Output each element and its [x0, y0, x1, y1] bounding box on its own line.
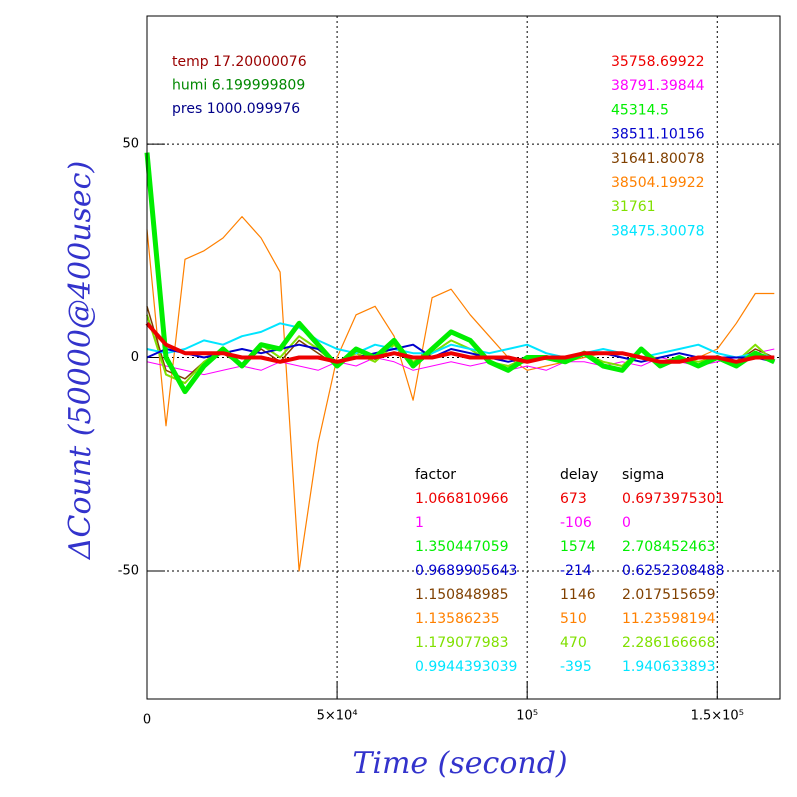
env-text: temp 17.20000076	[172, 54, 307, 70]
legend-entry: 31761	[611, 199, 656, 215]
series-line	[146, 322, 775, 359]
legend-entry: 45314.5	[611, 102, 669, 118]
table-cell: 2.708452463	[622, 539, 716, 555]
table-cell: 0.9689905643	[415, 563, 517, 579]
y-axis-label: ΔCount (50000@400usec)	[63, 161, 98, 560]
legend-entry: 38504.19922	[611, 175, 705, 191]
table-cell: 0.9944393039	[415, 659, 517, 675]
table-cell: 11.23598194	[622, 611, 716, 627]
legend-entry: 38511.10156	[611, 127, 705, 143]
table-cell: 1.179077983	[415, 635, 509, 651]
table-cell: 1.13586235	[415, 611, 500, 627]
legend-entry: 38791.39844	[611, 78, 705, 94]
y-tick-label: -50	[118, 563, 139, 578]
table-cell: 470	[560, 635, 587, 651]
x-axis-label: Time (second)	[352, 746, 567, 781]
table-cell: 1.066810966	[415, 491, 509, 507]
y-tick-label: 50	[122, 137, 139, 152]
table-cell: 1.350447059	[415, 539, 509, 555]
legend-entry: 31641.80078	[611, 151, 705, 167]
x-tick-label: 10⁵	[516, 709, 538, 724]
table-cell: -395	[560, 659, 592, 675]
table-cell: 1146	[560, 587, 596, 603]
table-cell: 0	[622, 515, 631, 531]
y-tick-label: 0	[131, 350, 139, 365]
table-header: delay	[560, 467, 598, 483]
table-cell: 2.017515659	[622, 587, 716, 603]
table-cell: 0.6973975301	[622, 491, 724, 507]
x-tick-label: 1.5×10⁵	[691, 709, 744, 724]
table-cell: -214	[560, 563, 592, 579]
table-header: factor	[415, 467, 456, 483]
legend-entry: 38475.30078	[611, 223, 705, 239]
table-cell: 673	[560, 491, 587, 507]
table-cell: 0.6252308488	[622, 563, 724, 579]
x-tick-label: 5×10⁴	[317, 709, 358, 724]
table-header: sigma	[622, 467, 664, 483]
table-cell: -106	[560, 515, 592, 531]
env-text: pres 1000.099976	[172, 101, 300, 117]
table-cell: 2.286166668	[622, 635, 716, 651]
table-cell: 1	[415, 515, 424, 531]
x-tick-label: 0	[143, 713, 151, 728]
table-cell: 1.150848985	[415, 587, 509, 603]
table-cell: 510	[560, 611, 587, 627]
env-text: humi 6.199999809	[172, 78, 305, 94]
legend-entry: 35758.69922	[611, 54, 705, 70]
plot-frame	[146, 15, 781, 700]
series-line	[145, 321, 775, 364]
series-line	[146, 343, 775, 363]
table-cell: 1.940633893	[622, 659, 716, 675]
table-cell: 1574	[560, 539, 596, 555]
